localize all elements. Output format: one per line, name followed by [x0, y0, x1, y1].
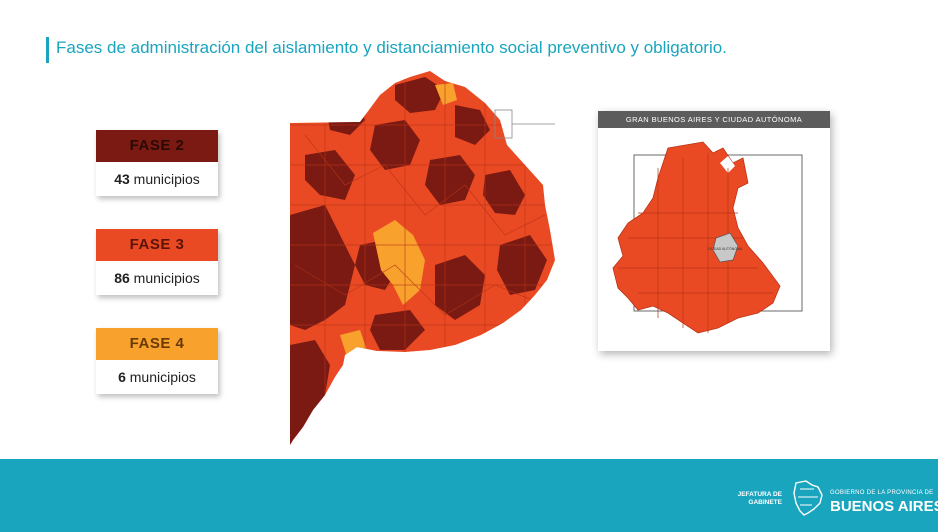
- province-logo-icon: [793, 480, 823, 516]
- legend-fase-3-number: 86: [114, 270, 130, 286]
- legend-fase-3-label: FASE 3: [96, 229, 218, 261]
- legend-fase-2-count: 43 municipios: [96, 162, 218, 196]
- legend-fase-3-unit: municipios: [133, 270, 200, 286]
- legend-fase-4-count: 6 municipios: [96, 360, 218, 394]
- river-island: [720, 156, 735, 173]
- footer-gov-small: GOBIERNO DE LA PROVINCIA DE: [830, 490, 934, 496]
- region-south: [370, 310, 425, 350]
- legend-fase-4-number: 6: [118, 369, 126, 385]
- legend-fase-4-unit: municipios: [129, 369, 196, 385]
- caba-area: [712, 232, 739, 263]
- page-title: Fases de administración del aislamiento …: [56, 38, 727, 57]
- legend-fase-2: FASE 2 43 municipios: [96, 130, 218, 196]
- region-fase4-center: [373, 220, 425, 305]
- inset-map-graphic: CIUDAD AUTÓNOMA: [612, 141, 803, 334]
- legend-fase-4: FASE 4 6 municipios: [96, 328, 218, 394]
- region-west-south: [290, 205, 355, 330]
- legend-fase-2-label: FASE 2: [96, 130, 218, 162]
- inset-title: GRAN BUENOS AIRES Y CIUDAD AUTÓNOMA: [598, 111, 830, 128]
- gba-area: [612, 141, 781, 334]
- region-patagones: [290, 340, 330, 445]
- region-fase4-north: [435, 83, 457, 105]
- legend-fase-3-count: 86 municipios: [96, 261, 218, 295]
- footer-bar: JEFATURA DE GABINETE GOBIERNO DE LA PROV…: [0, 459, 938, 532]
- province-map: [290, 71, 555, 445]
- region-northwest: [305, 150, 355, 200]
- footer-org: JEFATURA DE GABINETE: [730, 491, 782, 507]
- title-accent-bar: [46, 37, 49, 63]
- region-east: [483, 170, 525, 215]
- legend-fase-3: FASE 3 86 municipios: [96, 229, 218, 295]
- region-coast: [497, 235, 547, 295]
- legend-fase-4-label: FASE 4: [96, 328, 218, 360]
- footer-org-line2: GABINETE: [748, 499, 782, 506]
- region-center-east: [425, 155, 475, 205]
- legend-fase-2-unit: municipios: [133, 171, 200, 187]
- caba-label: CIUDAD AUTÓNOMA: [708, 246, 743, 251]
- region-north-tip: [395, 77, 445, 113]
- region-southeast: [435, 255, 485, 320]
- legend-fase-2-number: 43: [114, 171, 130, 187]
- inset-gba-map: GRAN BUENOS AIRES Y CIUDAD AUTÓNOMA CIUD…: [598, 111, 830, 351]
- region-north-center: [370, 120, 420, 170]
- footer-gov-big: BUENOS AIRES: [830, 498, 938, 515]
- footer-org-line1: JEFATURA DE: [737, 491, 782, 498]
